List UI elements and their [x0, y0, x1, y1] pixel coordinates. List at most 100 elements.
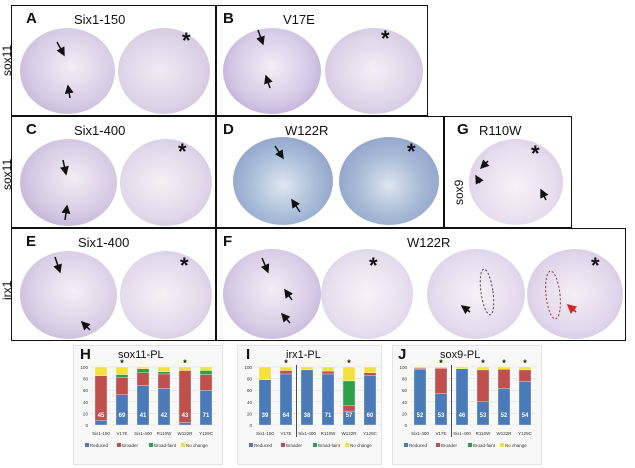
bar-segment: [363, 366, 377, 373]
panel-letter: C: [26, 121, 37, 138]
legend-swatch: [468, 443, 472, 447]
row-label-sox11: sox11: [0, 44, 14, 76]
significance-star: *: [284, 358, 288, 368]
chart-h: 0 20 40 60 80 100 45 Six1-150 69 * V17E 41 Six1-400 4…: [80, 358, 217, 448]
bar-segment: [136, 385, 150, 426]
bar-segment: [518, 366, 532, 371]
y-tick-label: 80: [83, 377, 89, 382]
y-tick-label: 40: [83, 400, 89, 405]
panel-b: B V17E *: [216, 5, 428, 116]
panel-e: E Six1-400 *: [11, 228, 216, 341]
legend-swatch: [281, 443, 285, 447]
asterisk-marker: *: [407, 139, 416, 164]
bar-count-label: 53: [438, 413, 445, 419]
panel-letter: A: [26, 10, 37, 27]
embryo-image: [20, 139, 117, 226]
embryo-image: [223, 28, 321, 114]
bar-segment: [157, 373, 171, 389]
panel-letter: F: [223, 233, 233, 250]
legend-label: Broad-faint: [154, 443, 177, 448]
bar-segment: [455, 366, 469, 369]
y-tick-label: 0: [85, 423, 88, 428]
y-tick-label: 0: [404, 423, 407, 428]
panel-letter: D: [223, 121, 234, 138]
bar-segment: [157, 371, 171, 375]
legend-label: Broader: [122, 443, 139, 448]
panel-title: Six1-150: [74, 12, 126, 27]
chart-i: 0 20 40 60 80 100 39 Six1-150 64 * V17E 38 Six1-400 7…: [244, 358, 381, 448]
x-tick-label: V17E: [116, 431, 127, 436]
asterisk-marker: *: [591, 253, 600, 278]
bar-segment: [136, 368, 150, 373]
embryo-image: [120, 139, 212, 226]
bar-count-label: 39: [262, 413, 269, 419]
bar-segment: [497, 366, 511, 370]
y-tick-label: 40: [247, 400, 253, 405]
significance-star: *: [347, 358, 351, 368]
bar-segment: [434, 368, 448, 394]
chart-title: sox11-PL: [118, 349, 164, 361]
y-tick-label: 80: [402, 377, 408, 382]
significance-star: *: [502, 358, 506, 368]
embryo-image: [469, 139, 563, 225]
chart-title: irx1-PL: [286, 349, 321, 361]
significance-star: *: [183, 358, 187, 368]
chart-j: 0 20 40 60 80 100 52 Six1-400 53 * V17E 46 Six1-400 5…: [399, 358, 536, 448]
panel-title: W122R: [285, 123, 329, 138]
x-tick-label: Six1-400: [134, 431, 152, 436]
legend-label: Reduced: [90, 443, 109, 448]
y-tick-label: 40: [402, 400, 408, 405]
bar-segment: [136, 366, 150, 369]
panel-title: W122R: [407, 235, 451, 250]
x-tick-label: R110W: [157, 431, 172, 436]
bar-segment: [115, 394, 129, 426]
bar-segment: [434, 366, 448, 369]
bar-count-label: 52: [417, 413, 424, 419]
embryo-image: [321, 249, 413, 339]
bar-count-label: 60: [367, 413, 374, 419]
bar-segment: [413, 368, 427, 370]
bar-segment: [476, 366, 490, 371]
bar-segment: [497, 388, 511, 426]
y-tick-label: 80: [247, 377, 253, 382]
bar-segment: [518, 369, 532, 382]
bar-segment: [115, 366, 129, 375]
panel-a: A Six1-150 *: [11, 5, 216, 116]
bar-segment: [115, 377, 129, 395]
legend-label: Broader: [286, 443, 303, 448]
bar-count-label: 43: [182, 413, 189, 419]
embryo-image: [339, 137, 439, 225]
bar-count-label: 38: [304, 413, 311, 419]
bar-segment: [94, 420, 108, 426]
legend-swatch: [436, 443, 440, 447]
bar-count-label: 69: [119, 413, 126, 419]
y-tick-label: 100: [80, 365, 88, 370]
chart-letter: J: [398, 346, 407, 363]
asterisk-marker: *: [381, 26, 390, 51]
x-tick-label: W122R: [341, 431, 357, 436]
y-tick-label: 60: [402, 388, 408, 393]
legend-swatch: [345, 443, 349, 447]
bar-segment: [199, 390, 213, 426]
bar-segment: [157, 388, 171, 426]
legend-swatch: [181, 443, 185, 447]
legend-label: Broad-faint: [318, 443, 341, 448]
chart-title: sox9-PL: [440, 349, 481, 361]
chart-letter: H: [80, 346, 91, 363]
bar-segment: [342, 366, 356, 382]
x-tick-label: Six1-400: [298, 431, 316, 436]
bar-count-label: 52: [501, 413, 508, 419]
bar-segment: [413, 366, 427, 369]
embryo-image: [20, 28, 115, 114]
embryo-image: [527, 249, 623, 339]
bar-count-label: 46: [459, 413, 466, 419]
legend-swatch: [249, 443, 253, 447]
bar-segment: [342, 380, 356, 406]
asterisk-marker: *: [531, 141, 540, 166]
x-tick-label: Y129C: [199, 431, 214, 436]
asterisk-marker: *: [178, 139, 187, 164]
bar-segment: [157, 366, 171, 372]
y-tick-label: 60: [247, 388, 253, 393]
asterisk-marker: *: [182, 28, 191, 53]
panel-title: V17E: [283, 12, 315, 27]
